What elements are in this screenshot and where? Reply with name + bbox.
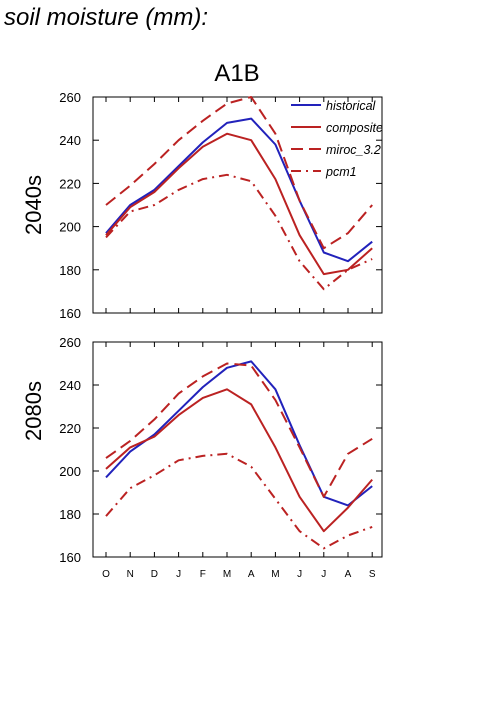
plot-frame <box>92 341 383 558</box>
legend-label-pcm1: pcm1 <box>325 165 357 179</box>
legend-label-composite: composite <box>326 121 383 135</box>
series-line-pcm1 <box>105 452 373 550</box>
legend-label-miroc_3.2: miroc_3.2 <box>326 143 381 157</box>
legend-label-historical: historical <box>326 99 377 113</box>
series-line-composite <box>105 388 373 533</box>
legend: historical composite miroc_3.2 pcm1 <box>291 99 383 179</box>
x-tick-label: O <box>102 569 110 580</box>
panel-label: 2080s <box>21 381 46 441</box>
series-line-miroc_3.2 <box>105 362 373 498</box>
series-line-historical <box>105 360 373 507</box>
y-tick-label: 220 <box>59 176 81 191</box>
y-tick-label: 160 <box>59 306 81 321</box>
scenario-title: A1B <box>214 60 259 87</box>
x-tick-label: N <box>127 569 134 580</box>
y-tick-label: 200 <box>59 464 81 479</box>
y-tick-label: 260 <box>59 90 81 105</box>
x-tick-label: S <box>369 569 376 580</box>
y-tick-label: 180 <box>59 263 81 278</box>
y-tick-label: 160 <box>59 550 81 565</box>
panel-label: 2040s <box>21 175 46 235</box>
x-tick-label: F <box>200 569 206 580</box>
x-tick-label: A <box>345 569 352 580</box>
y-tick-label: 200 <box>59 220 81 235</box>
series-line-miroc_3.2 <box>105 96 373 250</box>
y-tick-label: 220 <box>59 421 81 436</box>
x-tick-label: A <box>248 569 255 580</box>
series-line-composite <box>105 132 373 276</box>
x-tick-label: J <box>321 569 326 580</box>
y-tick-label: 180 <box>59 507 81 522</box>
x-tick-label: M <box>223 569 231 580</box>
panel-2040s: 160 180 200 220 240 260 2040s <box>21 90 383 321</box>
y-tick-label: 260 <box>59 335 81 350</box>
series-line-historical <box>105 117 373 263</box>
page-title: soil moisture (mm): <box>4 4 209 31</box>
panel-2080s: 160 180 200 220 240 260 O N D J F M A M J J A S 2080s <box>21 335 383 580</box>
x-tick-label: J <box>297 569 302 580</box>
x-tick-label: D <box>151 569 158 580</box>
y-tick-label: 240 <box>59 133 81 148</box>
y-tick-label: 240 <box>59 378 81 393</box>
x-tick-label: M <box>271 569 279 580</box>
panels-layer: 160 180 200 220 240 260 2040s 160 180 200 220 240 26… <box>21 90 383 580</box>
x-tick-label: J <box>176 569 181 580</box>
plot-frame <box>92 96 383 314</box>
